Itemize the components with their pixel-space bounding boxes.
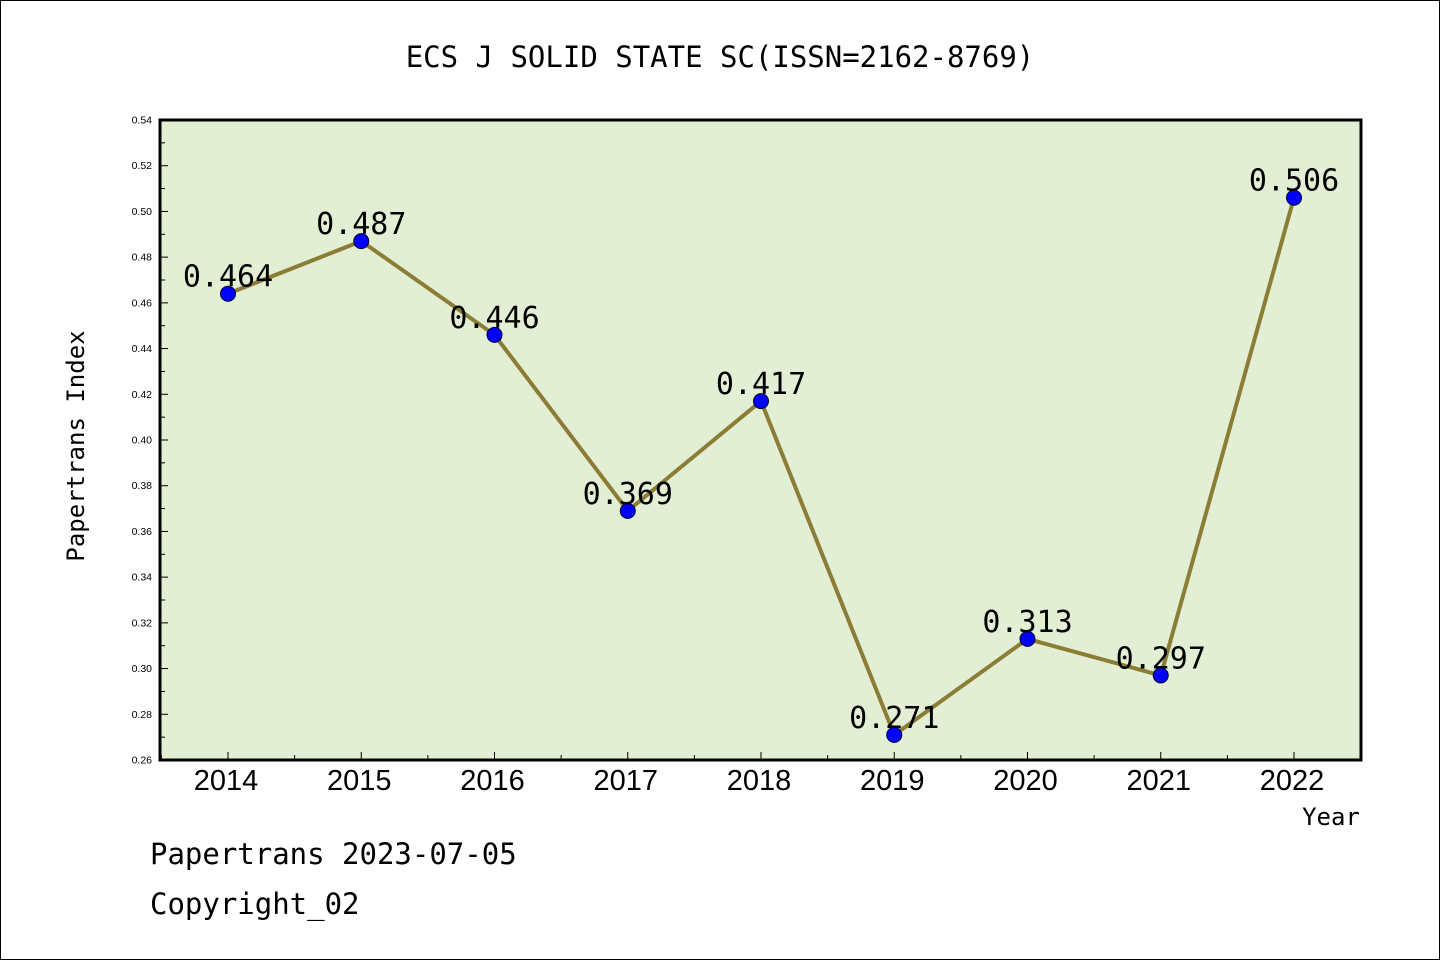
- data-label: 0.506: [1249, 164, 1339, 199]
- y-tick-label: 0.38: [132, 480, 153, 492]
- plot-border: [158, 118, 1363, 762]
- data-label: 0.417: [716, 367, 806, 402]
- y-tick-label: 0.32: [132, 617, 153, 629]
- y-tick-label: 0.34: [132, 572, 153, 584]
- x-axis-ticks: 2014 2015 2016 2017 2018 2019 2020 2021 2022: [160, 752, 1362, 797]
- x-axis-label: Year: [1302, 803, 1360, 831]
- footer-copyright: Copyright_02: [150, 887, 360, 922]
- data-point: [1286, 189, 1302, 206]
- x-tick-label: 2014: [194, 765, 259, 797]
- y-tick-label: 0.46: [132, 297, 153, 309]
- data-point: [886, 726, 903, 743]
- data-label: 0.487: [316, 207, 406, 242]
- data-label: 0.297: [1116, 641, 1206, 676]
- data-point: [486, 326, 503, 343]
- data-point: [1152, 667, 1169, 684]
- y-axis-ticks: 0.26 0.28 0.30 0.32 0.34 0.36 0.38 0.40 0.42 0.44…: [132, 115, 168, 767]
- y-tick-label: 0.36: [132, 526, 153, 538]
- x-tick-label: 2021: [1126, 765, 1191, 797]
- y-tick-label: 0.48: [132, 252, 153, 264]
- y-axis-label: Papertrans Index: [62, 330, 90, 561]
- x-tick-label: 2022: [1260, 765, 1325, 797]
- x-tick-label: 2018: [727, 765, 792, 797]
- plot-area: [160, 120, 1361, 760]
- y-tick-label: 0.52: [132, 160, 153, 172]
- data-point: [619, 502, 636, 519]
- x-tick-label: 2020: [993, 765, 1058, 797]
- data-point: [753, 393, 769, 410]
- y-tick-label: 0.28: [132, 709, 153, 721]
- chart-title: ECS J SOLID STATE SC(ISSN=2162-8769): [406, 40, 1035, 74]
- data-markers: [220, 189, 1302, 743]
- x-tick-label: 2017: [593, 765, 658, 797]
- y-tick-label: 0.26: [132, 755, 153, 767]
- data-label: 0.313: [982, 605, 1072, 640]
- y-tick-label: 0.50: [132, 206, 153, 218]
- y-tick-label: 0.54: [132, 115, 153, 127]
- x-tick-label: 2016: [460, 765, 525, 797]
- y-tick-label: 0.44: [132, 343, 153, 355]
- data-labels: 0.464 0.487 0.446 0.369 0.417 0.271 0.313 0.297…: [183, 164, 1339, 736]
- x-tick-label: 2019: [860, 765, 925, 797]
- data-point: [1019, 630, 1036, 647]
- data-point: [353, 233, 370, 250]
- x-tick-label: 2015: [327, 765, 392, 797]
- data-label: 0.369: [583, 477, 673, 512]
- data-label: 0.446: [449, 301, 539, 336]
- footer-date: Papertrans 2023-07-05: [150, 837, 517, 871]
- data-point: [220, 285, 236, 302]
- y-tick-label: 0.30: [132, 663, 153, 675]
- y-tick-label: 0.42: [132, 389, 153, 401]
- data-label: 0.464: [183, 260, 273, 295]
- data-label: 0.271: [849, 701, 939, 736]
- y-tick-label: 0.40: [132, 435, 153, 447]
